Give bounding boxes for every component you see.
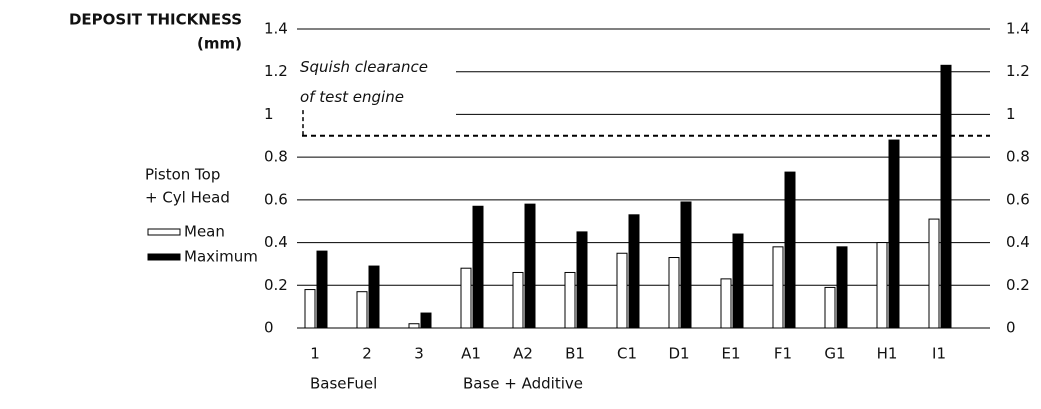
y2-tick-label: 0.8 <box>1006 148 1030 166</box>
y2-tick-label: 1.2 <box>1006 62 1030 80</box>
x-tick-label: D1 <box>668 345 689 363</box>
chart-title: DEPOSIT THICKNESS <box>69 11 242 29</box>
y-tick-label: 0 <box>264 319 274 337</box>
legend-title: + Cyl Head <box>145 189 230 207</box>
bar <box>784 171 796 329</box>
bar <box>720 278 732 329</box>
y2-tick-label: 0.4 <box>1006 233 1030 251</box>
x-tick-label: H1 <box>877 345 898 363</box>
legend-label: Maximum <box>184 248 258 266</box>
y-tick-label: 0.4 <box>264 233 288 251</box>
y-tick-label: 1.2 <box>264 62 288 80</box>
bar <box>940 64 952 329</box>
legend-swatch <box>147 228 181 236</box>
x-tick-label: F1 <box>774 345 792 363</box>
y2-tick-label: 0.6 <box>1006 190 1030 208</box>
x-tick-label: 2 <box>362 345 372 363</box>
bar <box>836 246 848 329</box>
bar <box>876 242 888 329</box>
y-tick-label: 1.4 <box>264 20 288 38</box>
x-tick-label: C1 <box>617 345 637 363</box>
x-tick-label: I1 <box>932 345 946 363</box>
chart-title: (mm) <box>197 35 242 53</box>
bar <box>316 250 328 329</box>
bar <box>616 252 628 329</box>
y2-tick-label: 1.4 <box>1006 20 1030 38</box>
y2-tick-label: 0.2 <box>1006 276 1030 294</box>
bar <box>512 271 524 329</box>
bar <box>628 214 640 329</box>
x-tick-label: E1 <box>721 345 740 363</box>
bar <box>408 323 420 329</box>
y-tick-label: 1 <box>264 105 274 123</box>
group-label: Base + Additive <box>463 375 583 393</box>
bar <box>668 257 680 329</box>
y-tick-label: 0.2 <box>264 276 288 294</box>
bar <box>576 231 588 329</box>
bar <box>524 203 536 329</box>
bar <box>824 286 836 329</box>
bar <box>680 201 692 329</box>
bar <box>472 205 484 329</box>
annotation: Squish clearance <box>300 58 428 76</box>
x-tick-label: A1 <box>461 345 481 363</box>
x-tick-label: A2 <box>513 345 533 363</box>
bar <box>888 139 900 329</box>
bar <box>928 218 940 329</box>
y-tick-label: 0.6 <box>264 190 288 208</box>
bar <box>356 291 368 329</box>
bar <box>368 265 380 329</box>
bar <box>564 271 576 329</box>
legend-title: Piston Top <box>145 166 220 184</box>
x-tick-label: G1 <box>824 345 845 363</box>
group-label: BaseFuel <box>310 375 377 393</box>
annotation-background <box>296 56 456 121</box>
annotation: of test engine <box>300 88 404 106</box>
x-tick-label: 3 <box>414 345 424 363</box>
y-tick-label: 0.8 <box>264 148 288 166</box>
bar <box>304 289 316 329</box>
x-tick-label: 1 <box>310 345 320 363</box>
bar <box>772 246 784 329</box>
y2-tick-label: 0 <box>1006 319 1016 337</box>
bar <box>420 312 432 329</box>
x-tick-label: B1 <box>565 345 585 363</box>
legend-label: Mean <box>184 223 225 241</box>
legend-swatch <box>147 253 181 261</box>
bar <box>732 233 744 329</box>
y2-tick-label: 1 <box>1006 105 1016 123</box>
bar <box>460 267 472 329</box>
